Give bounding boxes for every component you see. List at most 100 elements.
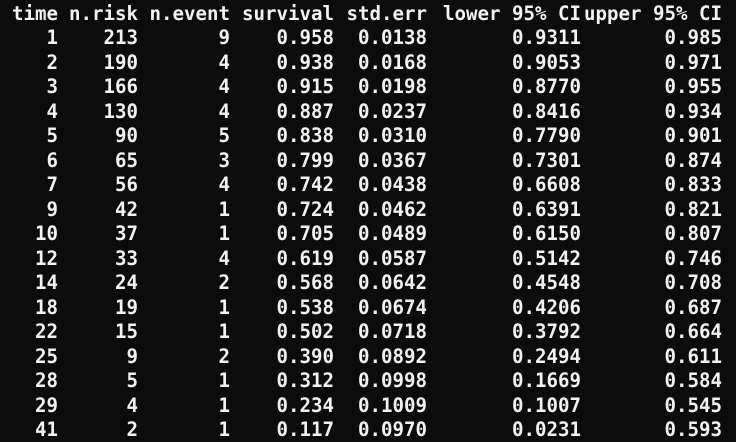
cell-time: 29 — [35, 393, 58, 417]
cell-n-event: 1 — [218, 197, 231, 221]
cell-survival: 0.568 — [276, 271, 334, 295]
cell-std-err: 0.0674 — [358, 295, 427, 319]
table-row: 7 56 4 0.742 0.0438 0.6608 0.833 — [0, 173, 736, 197]
cell-n-event: 1 — [218, 222, 231, 246]
cell-upper-ci: 0.807 — [664, 222, 722, 246]
cell-survival: 0.502 — [276, 320, 334, 344]
cell-lower-ci: 0.6608 — [512, 173, 581, 197]
cell-n-risk: 166 — [103, 75, 139, 99]
table-row: 3 166 4 0.915 0.0198 0.8770 0.955 — [0, 75, 736, 99]
cell-upper-ci: 0.833 — [664, 173, 722, 197]
cell-n-risk: 24 — [115, 271, 138, 295]
cell-n-event: 4 — [218, 99, 231, 123]
table-row: 25 9 2 0.390 0.0892 0.2494 0.611 — [0, 345, 736, 369]
cell-time: 6 — [46, 148, 59, 172]
cell-survival: 0.705 — [276, 222, 334, 246]
table-body: 1 213 9 0.958 0.0138 0.9311 0.985 2 190 4 0.938 0.0… — [0, 26, 736, 442]
cell-lower-ci: 0.6391 — [512, 197, 581, 221]
cell-n-risk: 65 — [115, 148, 138, 172]
cell-n-risk: 56 — [115, 173, 138, 197]
cell-std-err: 0.1009 — [358, 393, 427, 417]
cell-time: 10 — [35, 222, 58, 246]
cell-survival: 0.234 — [276, 393, 334, 417]
cell-survival: 0.390 — [276, 344, 334, 368]
cell-survival: 0.724 — [276, 197, 334, 221]
table-row: 4 130 4 0.887 0.0237 0.8416 0.934 — [0, 100, 736, 124]
cell-time: 22 — [35, 320, 58, 344]
cell-lower-ci: 0.7790 — [512, 124, 581, 148]
cell-survival: 0.312 — [276, 369, 334, 393]
cell-n-event: 5 — [218, 124, 231, 148]
cell-std-err: 0.0462 — [358, 197, 427, 221]
cell-std-err: 0.0310 — [358, 124, 427, 148]
cell-std-err: 0.0892 — [358, 344, 427, 368]
header-lower-ci: lower 95% CI — [443, 2, 581, 25]
cell-lower-ci: 0.6150 — [512, 222, 581, 246]
table-row: 6 65 3 0.799 0.0367 0.7301 0.874 — [0, 149, 736, 173]
cell-n-event: 1 — [218, 320, 231, 344]
header-n-risk: n.risk — [69, 2, 138, 25]
cell-survival: 0.619 — [276, 246, 334, 270]
cell-upper-ci: 0.901 — [664, 124, 722, 148]
cell-n-event: 4 — [218, 246, 231, 270]
cell-time: 3 — [46, 75, 59, 99]
table-row: 2 190 4 0.938 0.0168 0.9053 0.971 — [0, 51, 736, 75]
table-row: 14 24 2 0.568 0.0642 0.4548 0.708 — [0, 271, 736, 295]
cell-lower-ci: 0.8416 — [512, 99, 581, 123]
cell-upper-ci: 0.664 — [664, 320, 722, 344]
cell-n-risk: 130 — [103, 99, 139, 123]
cell-upper-ci: 0.955 — [664, 75, 722, 99]
cell-std-err: 0.0237 — [358, 99, 427, 123]
table-row: 5 90 5 0.838 0.0310 0.7790 0.901 — [0, 124, 736, 148]
table-row: 1 213 9 0.958 0.0138 0.9311 0.985 — [0, 26, 736, 50]
cell-std-err: 0.0642 — [358, 271, 427, 295]
table-row: 18 19 1 0.538 0.0674 0.4206 0.687 — [0, 296, 736, 320]
cell-n-event: 1 — [218, 369, 231, 393]
cell-time: 14 — [35, 271, 58, 295]
cell-survival: 0.799 — [276, 148, 334, 172]
cell-n-risk: 37 — [115, 222, 138, 246]
cell-lower-ci: 0.2494 — [512, 344, 581, 368]
table-row: 28 5 1 0.312 0.0998 0.1669 0.584 — [0, 369, 736, 393]
cell-n-event: 2 — [218, 344, 231, 368]
cell-lower-ci: 0.9311 — [512, 26, 581, 50]
cell-n-risk: 90 — [115, 124, 138, 148]
cell-upper-ci: 0.821 — [664, 197, 722, 221]
cell-upper-ci: 0.874 — [664, 148, 722, 172]
cell-n-event: 4 — [218, 50, 231, 74]
cell-upper-ci: 0.545 — [664, 393, 722, 417]
cell-upper-ci: 0.584 — [664, 369, 722, 393]
header-time: time — [12, 2, 58, 25]
cell-n-event: 1 — [218, 393, 231, 417]
cell-survival: 0.915 — [276, 75, 334, 99]
cell-lower-ci: 0.3792 — [512, 320, 581, 344]
cell-n-risk: 213 — [103, 26, 139, 50]
cell-std-err: 0.0718 — [358, 320, 427, 344]
cell-n-risk: 5 — [126, 369, 139, 393]
cell-n-event: 1 — [218, 295, 231, 319]
cell-std-err: 0.0587 — [358, 246, 427, 270]
cell-n-event: 4 — [218, 75, 231, 99]
cell-std-err: 0.0138 — [358, 26, 427, 50]
table-row: 12 33 4 0.619 0.0587 0.5142 0.746 — [0, 247, 736, 271]
cell-lower-ci: 0.5142 — [512, 246, 581, 270]
cell-survival: 0.887 — [276, 99, 334, 123]
table-row: 22 15 1 0.502 0.0718 0.3792 0.664 — [0, 320, 736, 344]
cell-time: 18 — [35, 295, 58, 319]
cell-time: 2 — [46, 50, 59, 74]
cell-lower-ci: 0.4548 — [512, 271, 581, 295]
cell-std-err: 0.0168 — [358, 50, 427, 74]
cell-upper-ci: 0.687 — [664, 295, 722, 319]
cell-survival: 0.838 — [276, 124, 334, 148]
cell-time: 4 — [46, 99, 59, 123]
header-n-event: n.event — [149, 2, 230, 25]
header-survival: survival — [242, 2, 334, 25]
cell-time: 7 — [46, 173, 59, 197]
cell-time: 9 — [46, 197, 59, 221]
cell-lower-ci: 0.4206 — [512, 295, 581, 319]
cell-n-risk: 42 — [115, 197, 138, 221]
cell-n-event: 4 — [218, 173, 231, 197]
cell-upper-ci: 0.746 — [664, 246, 722, 270]
cell-n-risk: 15 — [115, 320, 138, 344]
